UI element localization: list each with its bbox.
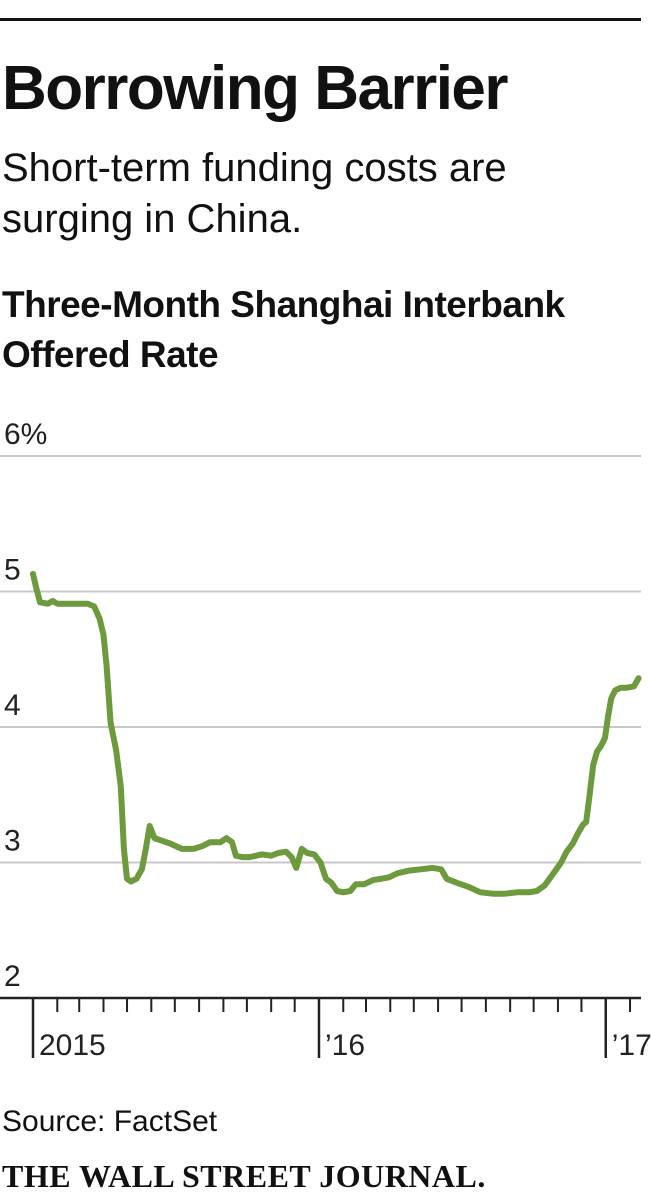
top-rule: [0, 18, 641, 21]
y-tick-labels: 6% 5 4 3 2: [4, 418, 47, 993]
x-tick-label: 2015: [39, 1029, 106, 1062]
y-tick-label: 3: [4, 825, 21, 858]
series-layer: [30, 570, 642, 897]
source-note: Source: FactSet: [2, 1105, 218, 1138]
subheadline: Short-term funding costs are surging in …: [2, 146, 507, 241]
x-tick-label: ’16: [325, 1029, 365, 1062]
publisher-credit: THE WALL STREET JOURNAL.: [2, 1158, 486, 1194]
series-line: [30, 570, 642, 897]
chart-title: Three-Month Shanghai Interbank Offered R…: [2, 284, 565, 375]
x-tick-label: ’17: [612, 1029, 651, 1062]
x-axis: 2015 ’16 ’17: [0, 996, 651, 1062]
y-tick-label: 5: [4, 554, 21, 587]
gridlines: [0, 455, 641, 864]
y-tick-label: 6%: [4, 418, 47, 451]
y-tick-label: 2: [4, 960, 21, 993]
headline: Borrowing Barrier: [2, 54, 509, 123]
y-tick-label: 4: [4, 689, 21, 722]
line-chart: 6% 5 4 3 2 2015 ’16 ’17: [0, 418, 651, 1062]
